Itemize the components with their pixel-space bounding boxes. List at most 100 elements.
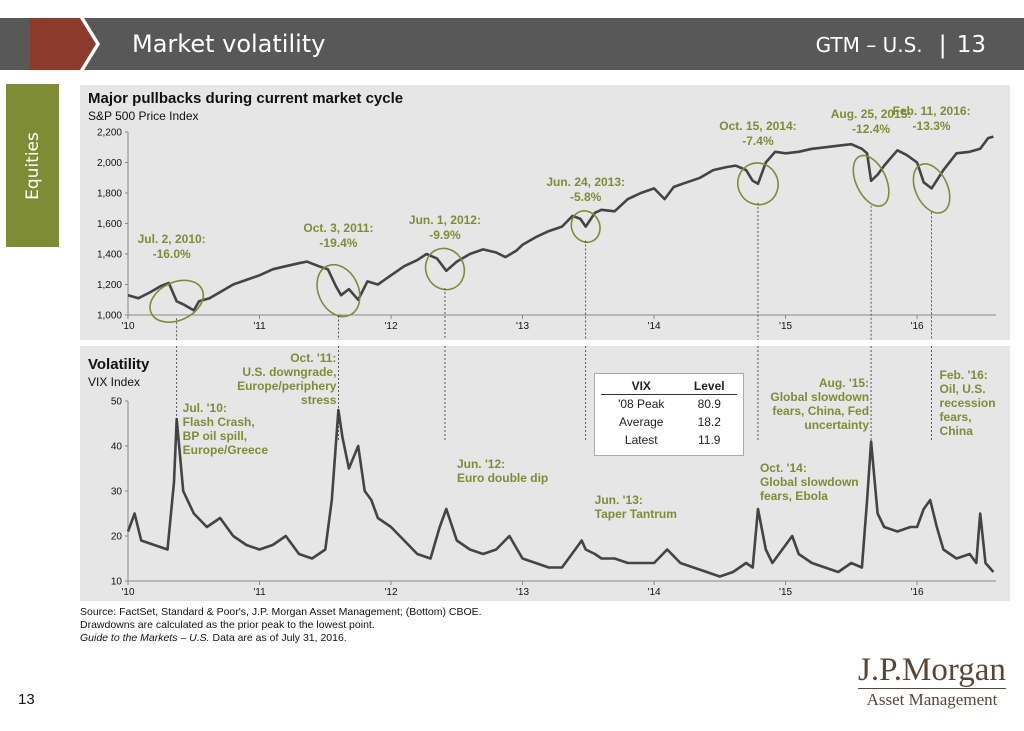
x-tick-label: '11 — [253, 587, 266, 598]
y-tick-label: 50 — [111, 397, 123, 408]
pullback-value-label: -7.4% — [742, 134, 774, 148]
drawdown-note: Drawdowns are calculated as the prior pe… — [80, 619, 375, 631]
y-tick-label: 1,000 — [97, 311, 122, 322]
pullback-date-label: Jun. 1, 2012: — [409, 213, 481, 227]
vix-table-header-level: Level — [681, 378, 737, 395]
event-annotation-line: Flash Crash, — [183, 415, 255, 429]
event-annotation-line: fears, — [940, 410, 972, 424]
x-tick-label: '13 — [516, 321, 529, 332]
table-row: Latest 11.9 — [601, 431, 737, 449]
header-banner: Market volatility GTM – U.S. | 13 — [0, 18, 1024, 70]
header-separator: | — [938, 31, 947, 59]
series-line — [126, 408, 995, 578]
x-tick-label: '12 — [385, 321, 398, 332]
pullback-circle — [424, 247, 466, 291]
y-tick-label: 1,400 — [97, 250, 122, 261]
x-tick-label: '13 — [516, 587, 529, 598]
x-tick-label: '14 — [648, 321, 661, 332]
guide-note-rest: Data are as of July 31, 2016. — [209, 632, 347, 644]
header-right: GTM – U.S. | 13 — [816, 31, 986, 59]
x-tick-label: '12 — [385, 587, 398, 598]
event-annotation-line: Europe/Greece — [183, 443, 269, 457]
pullback-circle — [149, 279, 205, 323]
vix-row-label: Latest — [624, 433, 658, 447]
event-annotation-line: BP oil spill, — [183, 429, 247, 443]
x-tick-label: '15 — [779, 587, 792, 598]
vix-table-grid: VIX Level '08 Peak 80.9 Average 18.2 Lat… — [601, 378, 737, 449]
vix-row-value: 18.2 — [697, 415, 721, 429]
guide-note: Guide to the Markets – U.S. Data are as … — [80, 632, 482, 645]
logo-sub-text: Asset Management — [866, 690, 998, 709]
y-tick-label: 2,000 — [97, 158, 122, 169]
x-tick-label: '16 — [911, 321, 924, 332]
x-tick-label: '11 — [253, 321, 266, 332]
event-annotation-line: fears, China, Fed — [772, 404, 869, 418]
pullback-date-label: Feb. 11, 2016: — [893, 104, 971, 118]
header-page-number: 13 — [956, 32, 986, 58]
event-annotation-line: Global slowdown — [770, 390, 869, 404]
event-annotation-line: Feb. '16: — [940, 368, 988, 382]
pullback-date-label: Aug. 25, 2015: — [831, 107, 912, 121]
event-annotation-line: China — [940, 424, 974, 438]
y-tick-label: 10 — [111, 577, 123, 588]
event-annotation-line: Jun. '12: — [457, 457, 505, 471]
x-tick-label: '16 — [911, 587, 924, 598]
pullback-value-label: -9.9% — [429, 228, 461, 242]
vix-chart-title: Volatility — [88, 356, 150, 373]
event-annotation-line: fears, Ebola — [760, 489, 828, 503]
vix-table: VIX Level '08 Peak 80.9 Average 18.2 Lat… — [594, 373, 744, 456]
event-annotation-line: Jul. '10: — [183, 401, 227, 415]
y-tick-label: 1,600 — [97, 219, 122, 230]
logo-main-text: J.P.Morgan — [858, 652, 1006, 688]
x-tick-label: '10 — [121, 587, 134, 598]
pullback-value-label: -5.8% — [570, 190, 602, 204]
pullback-circle — [316, 263, 361, 318]
source-line: Source: FactSet, Standard & Poor's, J.P.… — [80, 606, 482, 618]
vix-chart-subtitle: VIX Index — [88, 375, 141, 389]
y-tick-label: 1,200 — [97, 280, 122, 291]
y-tick-label: 20 — [111, 532, 123, 543]
y-tick-label: 1,800 — [97, 189, 122, 200]
event-annotation-line: U.S. downgrade, — [242, 365, 336, 379]
banner-shape — [0, 18, 1024, 70]
event-annotation-line: Oct. '11: — [290, 351, 336, 365]
vix-table-header: VIX Level — [601, 378, 737, 395]
event-annotation-line: Oct. '14: — [760, 461, 807, 475]
event-annotation-line: uncertainty — [804, 418, 869, 432]
event-annotation-line: Oil, U.S. — [940, 382, 986, 396]
x-tick-label: '14 — [648, 587, 661, 598]
vix-row-value: 11.9 — [698, 433, 721, 447]
vix-chart-panel: Volatility VIX Index 10 20 30 40 50 '10 '11 '12… — [80, 346, 1010, 601]
guide-note-italic: Guide to the Markets – U.S. — [80, 632, 210, 644]
pullback-date-label: Oct. 15, 2014: — [719, 119, 796, 133]
pullback-value-label: -19.4% — [319, 236, 357, 250]
pullback-circle — [570, 210, 601, 244]
event-annotation-line: Jun. '13: — [595, 493, 643, 507]
event-annotation-line: Taper Tantrum — [595, 507, 677, 521]
sp500-chart-title: Major pullbacks during current market cy… — [88, 90, 404, 107]
sp500-chart: 1,000 1,200 1,400 1,600 1,800 2,000 2,200 '10 '1… — [97, 104, 996, 340]
event-annotation-line: recession — [940, 396, 996, 410]
x-tick-label: '15 — [779, 321, 792, 332]
section-tab-label: Equities — [22, 131, 43, 200]
event-annotation-line: stress — [301, 393, 337, 407]
event-annotation-line: Aug. '15: — [819, 376, 869, 390]
vix-row-label: '08 Peak — [618, 397, 665, 411]
event-annotation-line: Europe/periphery — [237, 379, 337, 393]
pullback-value-label: -12.4% — [852, 122, 890, 136]
y-tick-label: 40 — [111, 442, 123, 453]
event-annotation-line: Global slowdown — [760, 475, 859, 489]
guide-label: GTM – U.S. — [815, 33, 923, 57]
pullback-circle — [736, 162, 779, 206]
pullback-date-label: Jun. 24, 2013: — [546, 175, 625, 189]
series-line — [127, 135, 994, 312]
table-row: '08 Peak 80.9 — [601, 395, 737, 414]
event-annotation-line: Euro double dip — [457, 471, 548, 485]
footer-page-number: 13 — [18, 691, 35, 708]
source-notes: Source: FactSet, Standard & Poor's, J.P.… — [80, 606, 482, 645]
jpmorgan-logo: J.P.Morgan Asset Management — [858, 653, 1006, 709]
sp500-chart-panel: Major pullbacks during current market cy… — [80, 85, 1010, 340]
table-row: Average 18.2 — [601, 413, 737, 431]
pullback-circle — [852, 154, 890, 207]
pullback-value-label: -13.3% — [913, 119, 951, 133]
